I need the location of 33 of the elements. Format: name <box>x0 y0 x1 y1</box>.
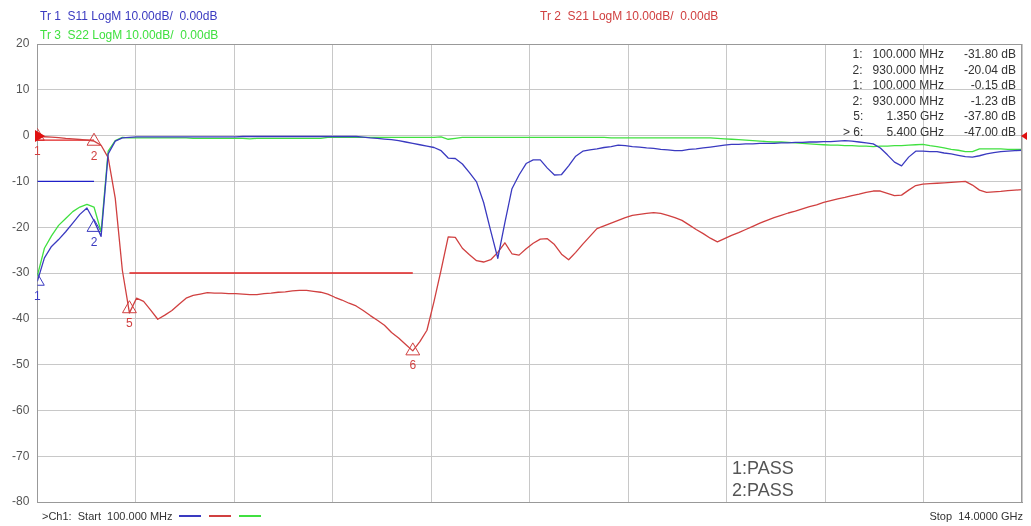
annotation: > 6: 5.400 GHz -47.00 dB <box>842 124 1016 139</box>
annotation: 2: 930.000 MHz -1.23 dB <box>852 93 1016 108</box>
y-tick-label: 20 <box>15 36 30 51</box>
y-tick-label: -70 <box>12 448 30 463</box>
annotation: 5 <box>126 316 134 331</box>
text: Stop 14.0000 GHz <box>929 509 1023 523</box>
text: Tr 2 S21 LogM 10.00dB/ 0.00dB <box>540 9 719 23</box>
annotation: 1: 100.000 MHz -31.80 dB <box>852 47 1016 61</box>
y-tick-label: -80 <box>12 494 30 509</box>
annotation: 2 <box>90 148 98 163</box>
annotation: 5: 1.350 GHz -37.80 dB <box>853 109 1016 123</box>
y-tick-label: 10 <box>15 82 30 97</box>
y-tick-label: -30 <box>12 265 30 280</box>
annotation: 2: 930.000 MHz -20.04 dB <box>852 62 1016 77</box>
annotation: 1: 100.000 MHz -0.15 dB <box>852 78 1016 92</box>
y-tick-label: -20 <box>12 219 30 234</box>
point <box>405 342 421 356</box>
y-tick-label: -60 <box>12 402 30 417</box>
point <box>86 132 102 146</box>
text: Tr 1 S11 LogM 10.00dB/ 0.00dB <box>40 9 218 23</box>
annotation: 1 <box>34 288 41 303</box>
text: >Ch1: Start 100.000 MHz <box>42 509 173 523</box>
point <box>122 300 137 314</box>
annotation: 2 <box>90 234 98 249</box>
annotation: 2:PASS <box>732 480 794 500</box>
annotation: 1:PASS <box>732 458 794 478</box>
text: Tr 3 S22 LogM 10.00dB/ 0.00dB <box>40 28 219 42</box>
annotation: 1 <box>34 143 41 158</box>
y-tick-label: 0 <box>22 127 30 142</box>
annotation: 6 <box>409 358 417 373</box>
y-tick-label: -50 <box>12 356 30 371</box>
y-tick-label: -10 <box>12 173 30 188</box>
y-tick-label: -40 <box>12 311 30 326</box>
